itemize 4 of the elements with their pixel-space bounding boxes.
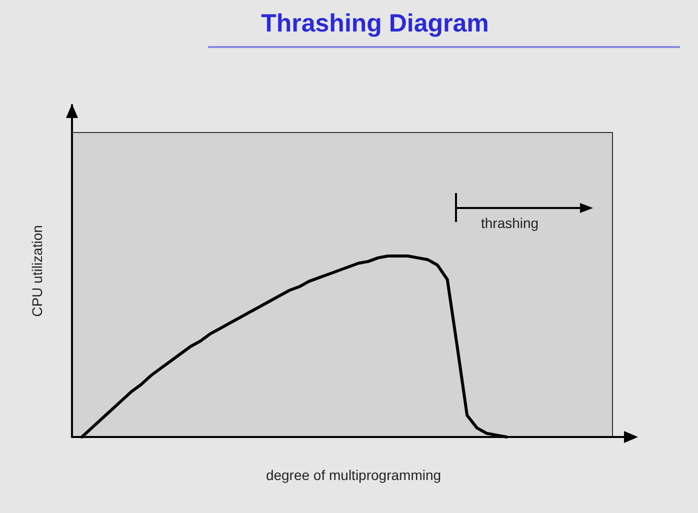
- text: thrashing: [481, 215, 539, 231]
- x-axis-title: degree of multiprogramming: [266, 467, 442, 483]
- y-axis-title: CPU utilization: [29, 225, 45, 317]
- chart-title: Thrashing Diagram: [261, 10, 489, 38]
